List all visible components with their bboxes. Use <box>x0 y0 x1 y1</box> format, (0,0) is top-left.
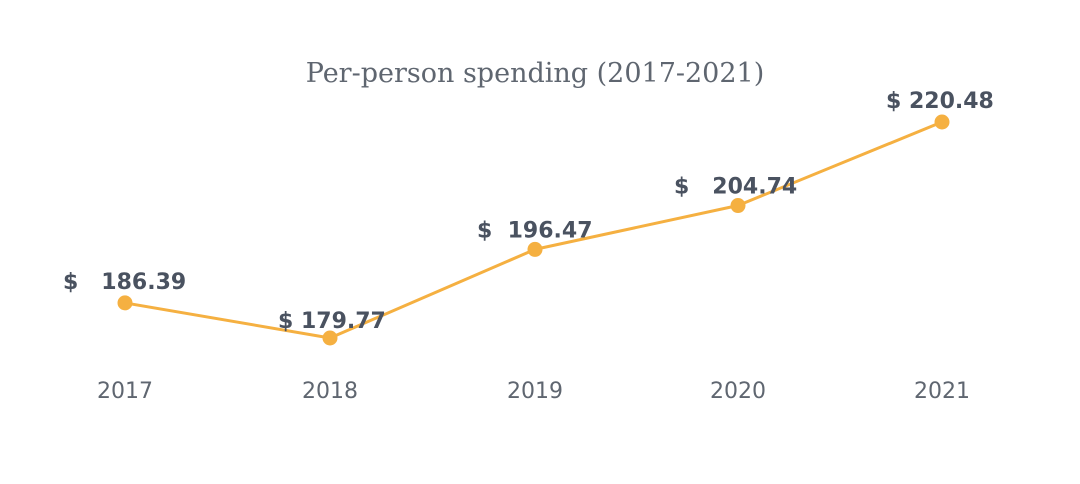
data-label-2019: $ 196.47 <box>477 218 593 243</box>
data-label-2020: $ 204.74 <box>674 175 797 200</box>
x-tick-label-2020: 2020 <box>710 379 766 404</box>
data-label-2018: $ 179.77 <box>278 309 386 334</box>
data-label-2021: $ 220.48 <box>886 89 994 114</box>
x-tick-label-2017: 2017 <box>97 379 153 404</box>
series-layer <box>117 114 950 346</box>
x-tick-label-2018: 2018 <box>302 379 358 404</box>
data-point-2017 <box>117 295 133 311</box>
data-point-2018 <box>322 330 338 346</box>
data-point-2019 <box>527 241 543 257</box>
x-tick-label-2019: 2019 <box>507 379 563 404</box>
chart-title: Per-person spending (2017-2021) <box>306 58 765 89</box>
data-point-2021 <box>934 114 950 130</box>
data-point-2020 <box>730 198 746 214</box>
data-label-layer: $ 186.39 $ 179.77 $ 196.47 $ 204.74 $ 220.48 <box>63 89 994 334</box>
data-label-2017: $ 186.39 <box>63 270 186 295</box>
x-axis-tick-layer: 2017 2018 2019 2020 2021 <box>97 379 970 404</box>
x-tick-label-2021: 2021 <box>914 379 970 404</box>
